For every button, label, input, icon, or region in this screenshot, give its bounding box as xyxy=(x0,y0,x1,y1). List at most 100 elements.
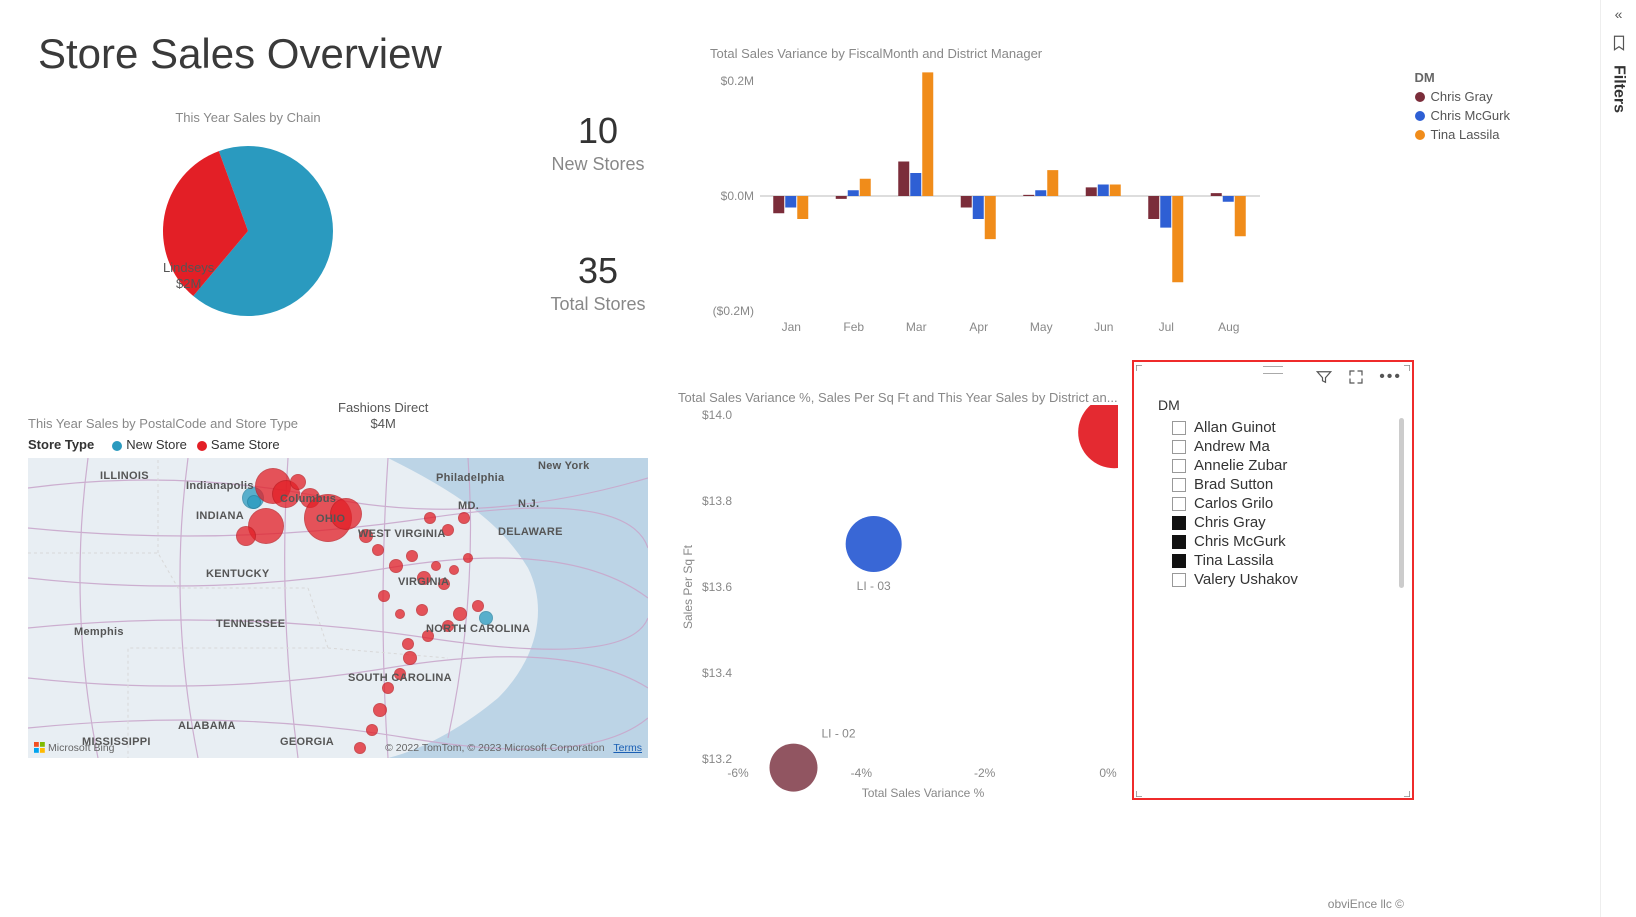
bar-svg: $0.2M$0.0M($0.2M)JanFebMarAprMayJunJulAu… xyxy=(710,61,1270,341)
map-bubble[interactable] xyxy=(373,703,387,717)
map-place-label: New York xyxy=(538,460,590,472)
resize-handle-icon[interactable] xyxy=(1398,784,1410,796)
svg-text:Total Sales Variance %: Total Sales Variance % xyxy=(862,786,985,800)
slicer-item[interactable]: Chris Gray xyxy=(1172,514,1406,531)
map-bubble[interactable] xyxy=(395,609,405,619)
map-place-label: ILLINOIS xyxy=(100,470,149,482)
svg-text:Apr: Apr xyxy=(969,320,988,334)
legend-item[interactable]: Chris McGurk xyxy=(1415,108,1510,123)
map-place-label: ALABAMA xyxy=(178,720,236,732)
slicer-item-label: Valery Ushakov xyxy=(1194,571,1298,588)
map-bubble[interactable] xyxy=(366,724,378,736)
dm-slicer[interactable]: ••• DM Allan GuinotAndrew MaAnnelie Zuba… xyxy=(1132,360,1414,800)
filter-icon[interactable] xyxy=(1315,368,1333,391)
map-bubble[interactable] xyxy=(406,550,418,562)
checkbox[interactable] xyxy=(1172,516,1186,530)
variance-bar-chart[interactable]: Total Sales Variance by FiscalMonth and … xyxy=(710,46,1400,346)
slicer-item[interactable]: Allan Guinot xyxy=(1172,419,1406,436)
map-bubble[interactable] xyxy=(449,565,459,575)
map-place-label: WEST VIRGINIA xyxy=(358,528,446,540)
map-terms-link[interactable]: Terms xyxy=(613,742,642,754)
map-bubble[interactable] xyxy=(463,553,473,563)
pie-svg xyxy=(148,131,348,331)
svg-text:$14.0: $14.0 xyxy=(702,408,732,422)
map-bubble[interactable] xyxy=(290,474,306,490)
map-bubble[interactable] xyxy=(416,604,428,616)
slicer-item[interactable]: Annelie Zubar xyxy=(1172,457,1406,474)
kpi-num: 35 xyxy=(528,250,668,292)
checkbox[interactable] xyxy=(1172,421,1186,435)
map-legend: Store Type New StoreSame Store xyxy=(28,437,648,452)
filters-pane-collapsed[interactable]: « Filters xyxy=(1600,0,1636,917)
svg-text:$0.0M: $0.0M xyxy=(721,189,754,203)
map-bubble[interactable] xyxy=(402,638,414,650)
legend-item[interactable]: Chris Gray xyxy=(1415,89,1510,104)
svg-text:$13.4: $13.4 xyxy=(702,666,732,680)
kpi-new-stores[interactable]: 10 New Stores xyxy=(528,110,668,175)
map-area[interactable]: ILLINOISIndianapolisColumbusINDIANAOHIOP… xyxy=(28,458,648,758)
resize-handle-icon[interactable] xyxy=(1398,364,1410,376)
pie-title: This Year Sales by Chain xyxy=(38,110,458,125)
slicer-item[interactable]: Chris McGurk xyxy=(1172,533,1406,550)
scatter-chart[interactable]: Total Sales Variance %, Sales Per Sq Ft … xyxy=(678,390,1118,810)
svg-text:-2%: -2% xyxy=(974,766,996,780)
svg-text:Feb: Feb xyxy=(843,320,864,334)
resize-handle-icon[interactable] xyxy=(1136,364,1148,376)
checkbox[interactable] xyxy=(1172,554,1186,568)
checkbox[interactable] xyxy=(1172,478,1186,492)
map-bubble[interactable] xyxy=(354,742,366,754)
svg-text:$13.6: $13.6 xyxy=(702,580,732,594)
checkbox[interactable] xyxy=(1172,440,1186,454)
slicer-item-label: Chris Gray xyxy=(1194,514,1266,531)
bing-icon xyxy=(34,742,46,754)
legend-item[interactable]: Tina Lassila xyxy=(1415,127,1510,142)
slicer-item-label: Annelie Zubar xyxy=(1194,457,1287,474)
map-bubble[interactable] xyxy=(403,651,417,665)
slicer-item[interactable]: Carlos Grilo xyxy=(1172,495,1406,512)
slicer-item[interactable]: Tina Lassila xyxy=(1172,552,1406,569)
map-place-label: MD. xyxy=(458,500,479,512)
copyright: obviEnce llc © xyxy=(1328,897,1404,911)
svg-text:($0.2M): ($0.2M) xyxy=(713,304,754,318)
scrollbar[interactable] xyxy=(1399,418,1404,588)
map-bubble[interactable] xyxy=(372,544,384,556)
variance-legend: DMChris GrayChris McGurkTina Lassila xyxy=(1415,70,1510,146)
map-place-label: NORTH CAROLINA xyxy=(426,623,530,635)
resize-handle-icon[interactable] xyxy=(1136,784,1148,796)
slicer-item[interactable]: Andrew Ma xyxy=(1172,438,1406,455)
map-bubble[interactable] xyxy=(424,512,436,524)
slicer-title: DM xyxy=(1158,397,1406,413)
slicer-item[interactable]: Valery Ushakov xyxy=(1172,571,1406,588)
checkbox[interactable] xyxy=(1172,535,1186,549)
map-legend-item: Same Store xyxy=(211,437,280,452)
slicer-item[interactable]: Brad Sutton xyxy=(1172,476,1406,493)
report-canvas: Store Sales Overview This Year Sales by … xyxy=(0,0,1414,917)
slicer-item-label: Carlos Grilo xyxy=(1194,495,1273,512)
map-bubble[interactable] xyxy=(431,561,441,571)
checkbox[interactable] xyxy=(1172,573,1186,587)
map-bubble[interactable] xyxy=(453,607,467,621)
map-visual[interactable]: This Year Sales by PostalCode and Store … xyxy=(28,416,648,796)
checkbox[interactable] xyxy=(1172,459,1186,473)
scatter-svg: $13.2$13.4$13.6$13.8$14.0-6%-4%-2%0%Tota… xyxy=(678,405,1118,805)
expand-pane-icon[interactable]: « xyxy=(1615,6,1623,22)
map-bubble[interactable] xyxy=(389,559,403,573)
pie-chart[interactable]: This Year Sales by Chain Fashions Direct… xyxy=(38,110,458,350)
map-bubble[interactable] xyxy=(472,600,484,612)
kpi-num: 10 xyxy=(528,110,668,152)
checkbox[interactable] xyxy=(1172,497,1186,511)
map-bubble[interactable] xyxy=(378,590,390,602)
map-bubble[interactable] xyxy=(458,512,470,524)
kpi-label: Total Stores xyxy=(528,294,668,315)
map-bubble[interactable] xyxy=(236,526,256,546)
variance-title: Total Sales Variance by FiscalMonth and … xyxy=(710,46,1400,61)
map-place-label: INDIANA xyxy=(196,510,244,522)
bookmark-icon[interactable] xyxy=(1610,34,1628,57)
kpi-total-stores[interactable]: 35 Total Stores xyxy=(528,250,668,315)
scatter-title: Total Sales Variance %, Sales Per Sq Ft … xyxy=(678,390,1118,405)
svg-text:Jul: Jul xyxy=(1159,320,1174,334)
kpi-label: New Stores xyxy=(528,154,668,175)
slicer-item-label: Allan Guinot xyxy=(1194,419,1276,436)
focus-mode-icon[interactable] xyxy=(1347,368,1365,391)
svg-text:$13.2: $13.2 xyxy=(702,752,732,766)
